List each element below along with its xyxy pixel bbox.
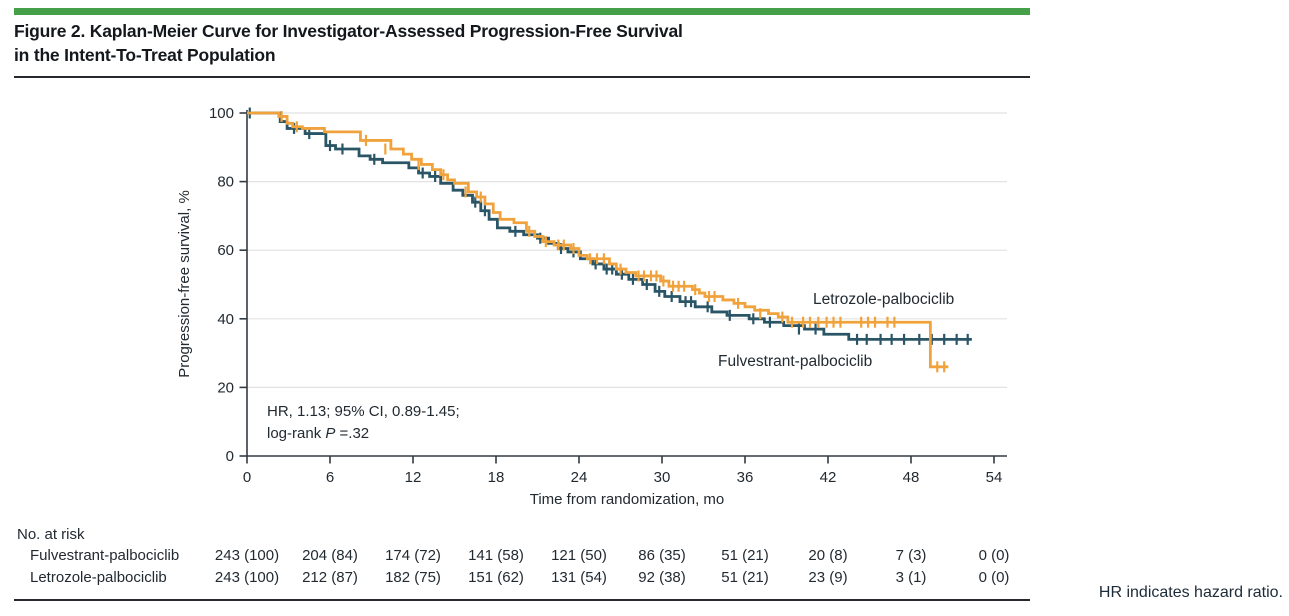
x-tick-label: 48 [903, 469, 920, 486]
risk-count: 92 (38) [638, 569, 686, 586]
logrank-prefix: log-rank [267, 425, 325, 442]
figure-title-line2: in the Intent-To-Treat Population [14, 45, 276, 65]
y-tick-label: 60 [217, 242, 234, 259]
risk-count: 51 (21) [721, 547, 769, 564]
figure-bottom-rule [14, 599, 1030, 601]
x-tick-label: 18 [488, 469, 505, 486]
gridlines-layer [247, 112, 1007, 388]
risk-count: 7 (3) [896, 547, 927, 564]
risk-count: 243 (100) [215, 547, 279, 564]
risk-table-layer: Fulvestrant-palbociclib 243 (100) 204 (84)… [30, 547, 1009, 586]
survival-curves-layer [247, 107, 972, 373]
risk-count: 3 (1) [896, 569, 927, 586]
letrozole-curve-label: Letrozole-palbociclib [813, 291, 954, 308]
y-tick-label: 40 [217, 311, 234, 328]
km-curve-letrozole-palbociclib [247, 111, 949, 369]
hr-annotation-line1: HR, 1.13; 95% CI, 0.89-1.45; [267, 403, 460, 420]
risk-row-label: Letrozole-palbociclib [30, 569, 167, 586]
risk-count: 151 (62) [468, 569, 524, 586]
risk-count: 23 (9) [808, 569, 847, 586]
risk-row-label: Fulvestrant-palbociclib [30, 547, 179, 564]
x-tick-label: 0 [243, 469, 251, 486]
x-tick-label: 12 [405, 469, 422, 486]
logrank-value: =.32 [335, 425, 369, 442]
risk-table-heading: No. at risk [17, 526, 85, 543]
x-tick-label: 30 [654, 469, 671, 486]
hr-annotation-line2: log-rank P =.32 [267, 425, 369, 442]
x-tick-label: 6 [326, 469, 334, 486]
y-tick-label: 20 [217, 379, 234, 396]
risk-count: 243 (100) [215, 569, 279, 586]
x-tick-label: 36 [737, 469, 754, 486]
risk-count: 212 (87) [302, 569, 358, 586]
x-tick-label: 24 [571, 469, 588, 486]
risk-count: 0 (0) [979, 547, 1010, 564]
risk-count: 20 (8) [808, 547, 847, 564]
figure-footnote: HR indicates hazard ratio. [1098, 584, 1283, 601]
x-tick-label: 54 [986, 469, 1003, 486]
risk-count: 0 (0) [979, 569, 1010, 586]
y-tick-label: 80 [217, 174, 234, 191]
risk-count: 204 (84) [302, 547, 358, 564]
y-tick-label: 0 [226, 448, 234, 465]
y-tick-label: 100 [209, 105, 234, 122]
fulvestrant-curve-label: Fulvestrant-palbociclib [718, 353, 872, 370]
figure-title-line1: Figure 2. Kaplan-Meier Curve for Investi… [14, 21, 683, 41]
risk-count: 141 (58) [468, 547, 524, 564]
x-axis-label: Time from randomization, mo [530, 491, 725, 508]
risk-count: 121 (50) [551, 547, 607, 564]
x-tick-label: 42 [820, 469, 837, 486]
risk-count: 131 (54) [551, 569, 607, 586]
risk-count: 174 (72) [385, 547, 441, 564]
title-divider-rule [14, 76, 1030, 78]
risk-count: 51 (21) [721, 569, 769, 586]
logrank-p-symbol: P [325, 425, 335, 442]
axes-layer: 0 20 40 60 80 100 0 6 12 18 24 30 36 42 48 54 [209, 105, 1007, 486]
risk-count: 86 (35) [638, 547, 686, 564]
y-axis-label: Progression-free survival, % [176, 190, 193, 378]
figure-accent-bar [14, 8, 1030, 15]
risk-count: 182 (75) [385, 569, 441, 586]
